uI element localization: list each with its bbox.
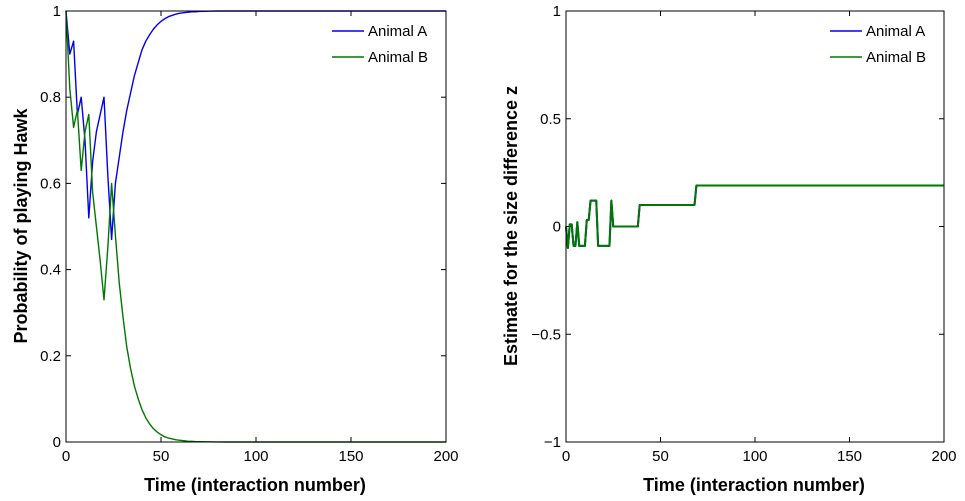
y-tick-label: −1 bbox=[544, 434, 561, 451]
legend-label-animal-b: Animal B bbox=[866, 49, 926, 66]
series-line-animal-a bbox=[565, 184, 944, 250]
x-tick-label: 200 bbox=[433, 448, 458, 465]
legend-label-animal-a: Animal A bbox=[368, 23, 427, 40]
x-tick-label: 200 bbox=[931, 448, 956, 465]
probability-chart-xlabel: Time (interaction number) bbox=[144, 475, 366, 495]
y-tick-label: 0.8 bbox=[40, 89, 61, 106]
size-difference-chart-legend: Animal A Animal B bbox=[823, 17, 940, 75]
size-difference-chart-lines bbox=[565, 184, 944, 250]
probability-chart-lines bbox=[65, 10, 446, 443]
probability-chart-ticks: 0 50 100 150 200 0 0.2 0.4 0.6 0.8 1 bbox=[40, 3, 458, 465]
y-tick-label: 1 bbox=[553, 3, 561, 20]
y-tick-label: −0.5 bbox=[531, 326, 561, 343]
x-tick-label: 0 bbox=[562, 448, 570, 465]
x-tick-label: 100 bbox=[742, 448, 767, 465]
y-tick-label: 1 bbox=[53, 3, 61, 20]
probability-chart-legend: Animal A Animal B bbox=[325, 17, 442, 75]
probability-chart-ylabel: Probability of playing Hawk bbox=[11, 107, 31, 343]
size-difference-chart: Estimate for the size difference z Time … bbox=[501, 3, 957, 495]
y-tick-label: 0.6 bbox=[40, 175, 61, 192]
y-tick-label: 0.2 bbox=[40, 348, 61, 365]
series-line-animal-b bbox=[65, 10, 446, 443]
size-difference-chart-legend-box bbox=[823, 17, 940, 75]
y-tick-label: 0.4 bbox=[40, 262, 61, 279]
series-line-animal-b bbox=[565, 184, 944, 250]
y-tick-label: 0.5 bbox=[540, 111, 561, 128]
x-tick-label: 100 bbox=[243, 448, 268, 465]
size-difference-chart-plot-frame bbox=[565, 10, 945, 443]
probability-chart: Probability of playing Hawk Time (intera… bbox=[11, 3, 459, 495]
x-tick-label: 50 bbox=[652, 448, 669, 465]
x-tick-label: 50 bbox=[153, 448, 170, 465]
probability-chart-legend-box bbox=[325, 17, 442, 75]
legend-label-animal-a: Animal A bbox=[866, 23, 925, 40]
size-difference-chart-xlabel: Time (interaction number) bbox=[643, 475, 865, 495]
x-tick-label: 0 bbox=[62, 448, 70, 465]
probability-chart-plot-frame bbox=[65, 10, 447, 443]
legend-label-animal-b: Animal B bbox=[368, 49, 428, 66]
x-tick-label: 150 bbox=[338, 448, 363, 465]
x-tick-label: 150 bbox=[837, 448, 862, 465]
y-tick-label: 0 bbox=[553, 219, 561, 236]
size-difference-chart-ylabel: Estimate for the size difference z bbox=[501, 86, 521, 366]
y-tick-label: 0 bbox=[53, 434, 61, 451]
